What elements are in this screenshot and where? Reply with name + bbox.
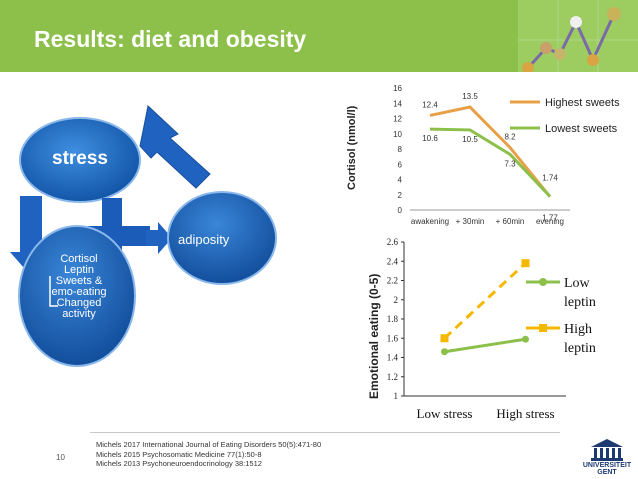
data-point — [440, 334, 449, 343]
legend-label: leptin — [564, 295, 596, 310]
series-line — [443, 262, 527, 340]
x-tick-label: High stress — [496, 406, 554, 421]
stress-label: stress — [52, 148, 108, 169]
y-tick-label: 10 — [393, 130, 402, 139]
mechanism-emo-eating: emo-eating — [51, 286, 107, 298]
data-point — [522, 335, 529, 343]
mechanism-cortisol: Cortisol — [60, 253, 98, 265]
series-line — [444, 337, 526, 354]
reference-3: Michels 2013 Psychoneuroendocrinology 38… — [96, 459, 262, 468]
data-label: 7.3 — [504, 159, 516, 168]
emotional-eating-y-axis-label: Emotional eating (0-5) — [367, 273, 381, 399]
mechanism-changed: Changed — [56, 297, 102, 309]
data-label: 10.5 — [462, 135, 478, 144]
x-tick-label: + 30min — [456, 217, 485, 226]
x-tick-label: + 60min — [496, 217, 525, 226]
university-logo-icon — [591, 439, 623, 461]
y-tick-label: 2.4 — [387, 256, 399, 266]
university-logo-text: UNIVERSITEIT GENT — [582, 462, 632, 476]
emotional-eating-chart: 1 1.2 1.4 1.6 1.8 2 2.2 2.4 2.6 Low stress High st… — [387, 237, 596, 421]
y-tick-label: 2.6 — [387, 237, 399, 247]
stress-node — [19, 117, 141, 203]
y-tick-label: 12 — [393, 115, 402, 124]
legend-label: leptin — [564, 341, 596, 356]
data-label: 12.4 — [422, 100, 438, 109]
mechanism-leptin: Leptin — [64, 264, 94, 276]
page-number: 10 — [56, 453, 65, 462]
y-tick-label: 4 — [398, 176, 403, 185]
y-tick-label: 1.8 — [387, 314, 399, 324]
legend-label: Highest sweets — [545, 97, 620, 109]
adiposity-label: adiposity — [178, 232, 230, 247]
x-tick-label: evening — [536, 217, 564, 226]
data-point — [441, 348, 448, 356]
legend-label: Low — [564, 276, 591, 291]
y-tick-label: 2 — [394, 295, 399, 305]
legend-label: Lowest sweets — [545, 123, 618, 135]
y-tick-label: 6 — [398, 160, 403, 169]
mechanisms-node — [18, 225, 136, 367]
y-tick-label: 1 — [394, 391, 399, 401]
legend-marker — [539, 324, 547, 332]
mechanism-activity: activity — [62, 308, 96, 320]
reference-1: Michels 2017 International Journal of Ea… — [96, 440, 322, 449]
y-tick-label: 14 — [393, 99, 402, 108]
legend-marker — [539, 278, 547, 286]
adiposity-node — [167, 191, 277, 285]
data-label: 1.77 — [542, 214, 558, 223]
y-tick-label: 8 — [398, 145, 403, 154]
data-point — [521, 259, 530, 268]
mechanisms-list: Cortisol Leptin Sweets & emo-eating Chan… — [48, 254, 110, 320]
references: Michels 2017 International Journal of Ea… — [96, 440, 321, 469]
data-label: 1.74 — [542, 174, 558, 183]
y-tick-label: 0 — [398, 206, 403, 215]
arrow-up-icon — [139, 105, 211, 189]
series-line — [429, 127, 552, 198]
x-tick-label: awakening — [411, 217, 449, 226]
cortisol-chart: 0 2 4 6 8 10 12 14 16 awakening + 30min + 60min even… — [393, 84, 620, 226]
x-tick-label: Low stress — [417, 406, 473, 421]
legend-label: High — [564, 322, 592, 337]
trend-line-icon — [518, 0, 638, 72]
y-tick-label: 2.2 — [387, 276, 398, 286]
footer-divider — [90, 432, 560, 433]
series-line — [429, 105, 552, 198]
y-tick-label: 16 — [393, 84, 402, 93]
data-label: 10.6 — [422, 134, 438, 143]
stress-diagram — [10, 105, 277, 367]
mechanism-sweets: Sweets & — [55, 275, 103, 287]
page-title: Results: diet and obesity — [34, 26, 307, 52]
y-tick-label: 2 — [398, 191, 403, 200]
cortisol-y-axis-label: Cortisol (nmol/l) — [346, 105, 358, 190]
y-tick-label: 1.2 — [387, 372, 398, 382]
y-tick-label: 1.6 — [387, 333, 399, 343]
arrow-right-icon — [146, 222, 172, 254]
data-label: 8.2 — [504, 132, 516, 141]
reference-2: Michels 2015 Psychosomatic Medicine 77(1… — [96, 449, 262, 459]
y-tick-label: 1.4 — [387, 353, 399, 363]
data-label: 13.5 — [462, 92, 478, 101]
